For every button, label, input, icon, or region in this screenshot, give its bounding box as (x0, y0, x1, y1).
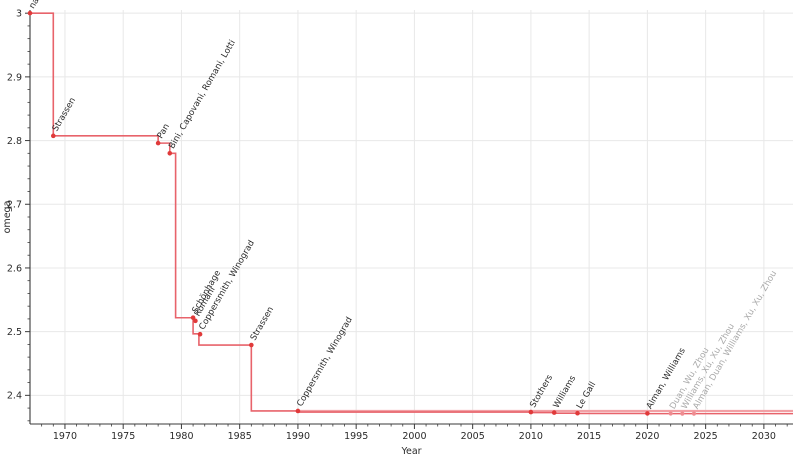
data-point (249, 342, 254, 348)
point-label: Coppersmith, Winograd (295, 315, 354, 408)
x-tick-label: 2010 (519, 431, 543, 442)
x-tick-label: 2000 (402, 431, 426, 442)
point-label: Williams, Xu, Xu, Zhou (680, 322, 737, 411)
y-tick-label: 2.9 (7, 72, 22, 83)
axis-ticks (25, 12, 788, 429)
point-label: Strassen (249, 305, 276, 342)
axis-tick-labels: 1970 1975 1980 1985 1990 1995 2000 2005 2010 2015… (7, 9, 776, 442)
y-tick-label: 2.6 (7, 263, 22, 274)
data-point (197, 331, 203, 337)
data-point (668, 411, 673, 416)
data-point (295, 408, 301, 414)
data-point (50, 133, 56, 139)
data-point (680, 411, 685, 416)
data-point (193, 318, 198, 324)
x-axis-title: Year (400, 446, 421, 457)
x-tick-label: 1980 (169, 431, 193, 442)
y-tick-label: 3 (16, 9, 22, 20)
data-point (155, 140, 161, 146)
data-point (575, 410, 580, 416)
data-point (691, 411, 697, 416)
point-label: naive (27, 0, 47, 11)
x-tick-label: 1985 (228, 431, 252, 442)
y-tick-label: 2.5 (7, 327, 22, 338)
x-tick-label: 1995 (344, 431, 368, 442)
data-point (167, 151, 173, 156)
grid-lines (30, 10, 793, 424)
data-point (551, 410, 557, 415)
point-label: Strassen (51, 96, 78, 133)
point-label: Pan (156, 122, 172, 140)
y-tick-label: 2.8 (7, 136, 22, 147)
x-tick-label: 2030 (752, 431, 776, 442)
x-tick-label: 1990 (286, 431, 310, 442)
y-tick-label: 2.4 (7, 391, 22, 402)
x-tick-label: 2020 (635, 431, 659, 442)
data-point (190, 315, 196, 320)
data-point (645, 411, 650, 416)
y-axis-title: omega (2, 201, 13, 234)
x-tick-label: 2005 (461, 431, 485, 442)
point-label: Alman, Duan, Williams, Xu, Xu, Zhou (691, 269, 779, 411)
data-points (27, 10, 697, 416)
x-tick-label: 1975 (111, 431, 135, 442)
data-point (27, 10, 33, 16)
x-tick-label: 2015 (577, 431, 601, 442)
data-point (528, 409, 534, 415)
y-tick-label: 2.7 (7, 200, 22, 211)
x-tick-label: 1970 (53, 431, 77, 442)
x-tick-label: 2025 (694, 431, 718, 442)
point-label: Bini, Capovani, Romani, Lotti (167, 38, 238, 150)
